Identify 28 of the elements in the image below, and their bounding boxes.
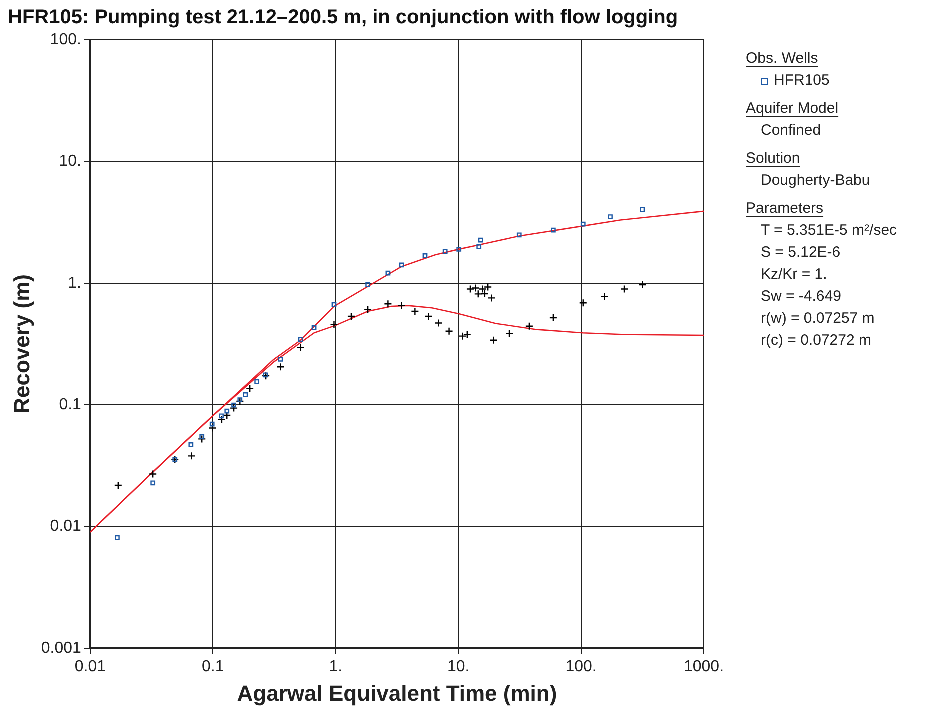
text: r(w) = 0.07257 m — [760, 309, 876, 329]
x-tick-label: 10. — [447, 658, 470, 676]
y-tick-label: 1. — [68, 274, 82, 292]
text: Dougherty-Babu — [760, 171, 872, 191]
text: T = 5.351E-5 m²/sec — [760, 221, 898, 241]
x-tick-label: 1. — [329, 658, 343, 676]
text: r(c) = 0.07272 m — [760, 331, 872, 351]
y-tick-label: 0.01 — [50, 518, 82, 536]
text: Confined — [760, 121, 822, 141]
x-tick-label: 100. — [566, 658, 597, 676]
text: Aquifer Model — [746, 99, 840, 119]
x-tick-label: 1000. — [684, 658, 724, 676]
y-tick-label: 10. — [59, 153, 82, 170]
legend-label: HFR105 — [773, 71, 831, 91]
x-tick-label: 0.1 — [202, 658, 224, 676]
y-tick-label: 0.1 — [59, 396, 82, 414]
text: Obs. Wells — [746, 49, 820, 69]
y-tick-label: 100. — [50, 31, 82, 48]
y-tick-label: 0.001 — [41, 640, 82, 657]
y-axis-title: Recovery (m) — [9, 274, 34, 414]
text: Sw = -4.649 — [760, 287, 842, 307]
x-axis-title: Agarwal Equivalent Time (min) — [237, 680, 558, 706]
text: Solution — [746, 149, 802, 169]
text: S = 5.12E-6 — [760, 243, 842, 263]
text: Parameters — [746, 199, 825, 219]
chart-title: HFR105: Pumping test 21.12–200.5 m, in conjunction with flow logging — [8, 6, 678, 29]
text: Kz/Kr = 1. — [760, 265, 828, 285]
x-tick-label: 0.01 — [74, 658, 106, 676]
